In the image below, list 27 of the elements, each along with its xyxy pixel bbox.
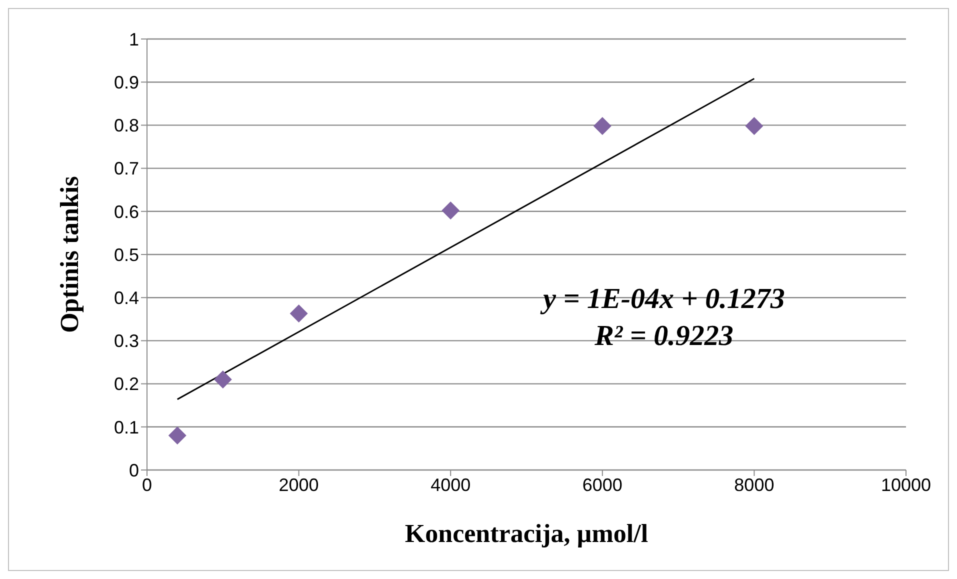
y-tick-label: 0.4 — [114, 288, 139, 308]
point — [745, 117, 764, 136]
y-tick-label: 0.6 — [114, 202, 139, 222]
y-tick-label: 0.7 — [114, 158, 139, 179]
point — [290, 304, 308, 323]
y-tick-label: 0.8 — [114, 116, 139, 136]
x-axis-title: Koncentracija, µmol/l — [404, 519, 648, 548]
x-tick-label: 8000 — [734, 474, 774, 495]
y-tick-label: 0 — [128, 460, 139, 480]
y-tick-label: 0.3 — [114, 331, 139, 352]
x-tick-label: 10000 — [880, 474, 932, 495]
x-tick-label: 0 — [142, 474, 152, 495]
y-tick-label: 0.5 — [114, 244, 139, 265]
point — [593, 117, 612, 136]
y-tick-label: 0.2 — [114, 374, 139, 394]
y-tick-label: 0.1 — [114, 417, 139, 438]
point — [214, 370, 232, 388]
point — [442, 202, 460, 220]
x-tick-label: 4000 — [430, 474, 471, 495]
y-axis-title: Optinis tankis — [55, 176, 84, 333]
y-tick-label: 1 — [128, 29, 139, 50]
point — [168, 426, 186, 445]
y-tick-label: 0.9 — [114, 72, 139, 92]
x-tick-label: 2000 — [278, 474, 319, 495]
annotation: R² = 0.9223 — [594, 319, 734, 354]
x-tick-label: 6000 — [582, 474, 622, 495]
annotation: y = 1E-04x + 0.1273 — [539, 282, 786, 317]
